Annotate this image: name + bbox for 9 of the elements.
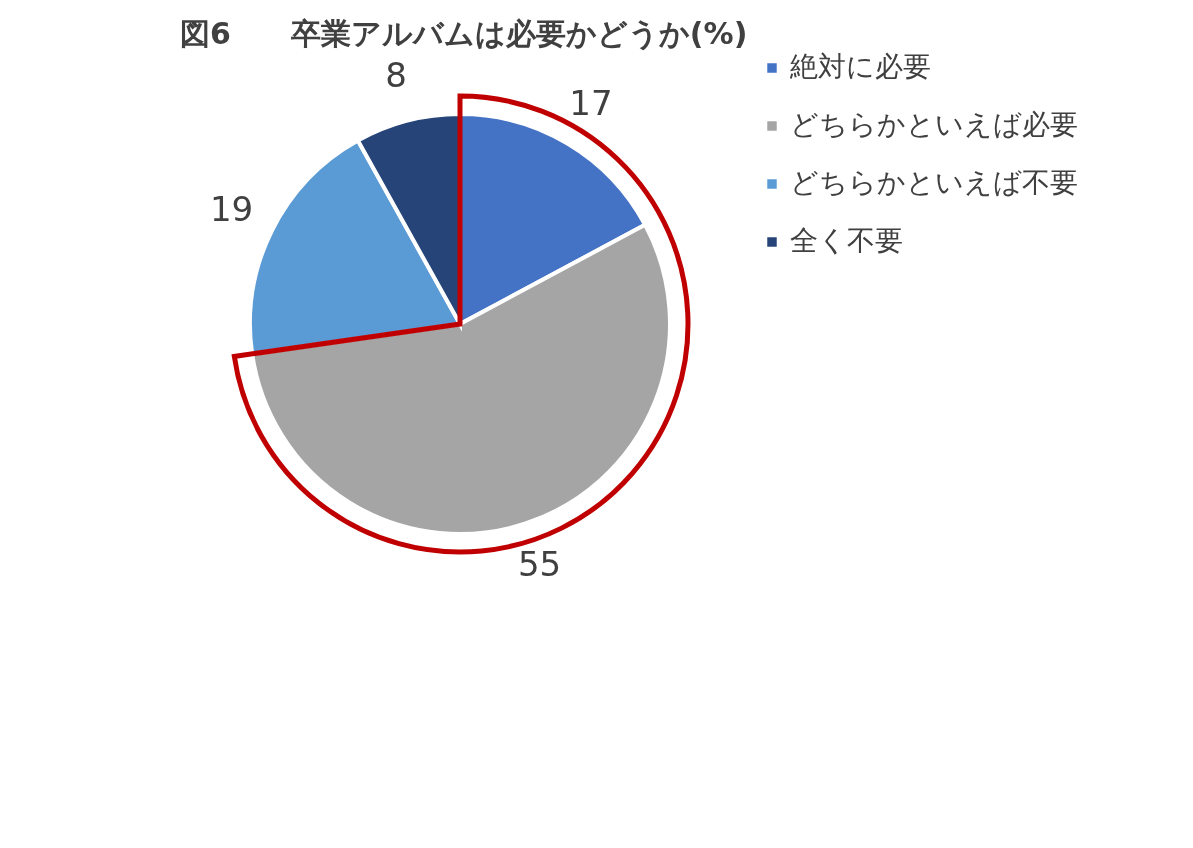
legend-label: 絶対に必要 [789,50,931,83]
legend-label: どちらかといえば不要 [790,166,1078,199]
legend-label: 全く不要 [790,224,903,257]
legend-label: どちらかといえば必要 [790,108,1078,141]
data-label: 55 [517,544,562,585]
data-label: 8 [385,55,407,96]
data-label: 17 [569,83,613,124]
chart-title: 図6 卒業アルバムは必要かどうか(%) [180,16,748,51]
data-label: 19 [209,188,254,229]
